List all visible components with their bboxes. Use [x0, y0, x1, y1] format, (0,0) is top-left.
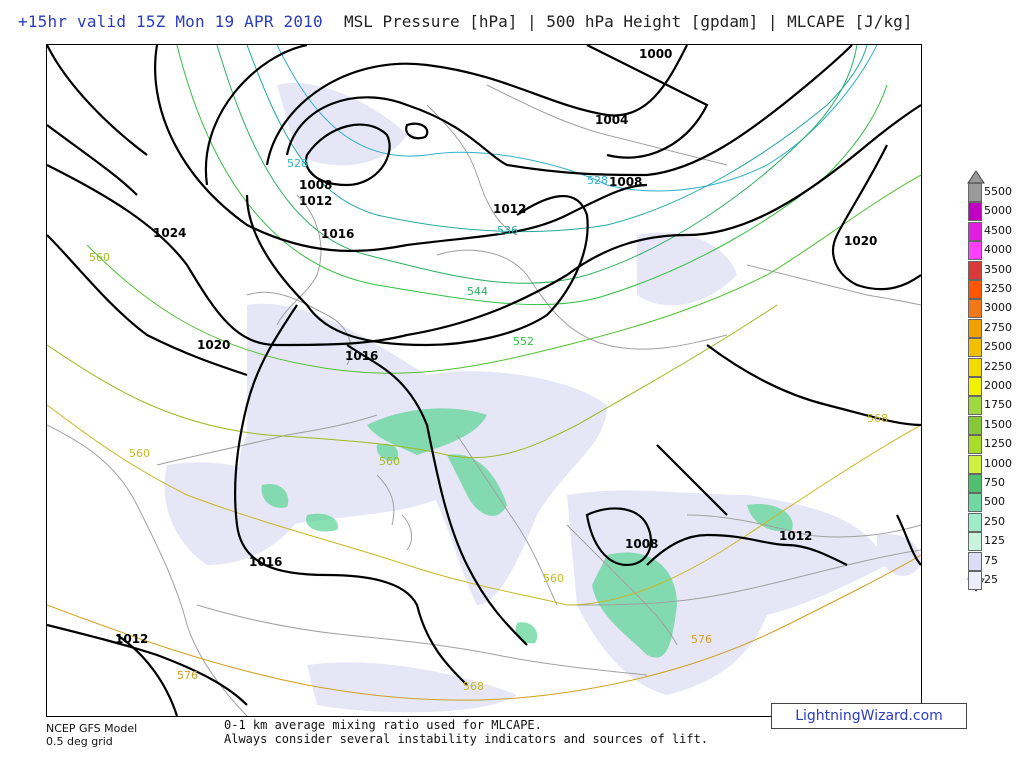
height-label: 560 — [379, 455, 400, 468]
scale-swatch — [968, 377, 982, 396]
cape-shading-high — [261, 408, 793, 658]
scale-swatch — [968, 299, 982, 319]
cape-note-line1: 0-1 km average mixing ratio used for MLC… — [224, 718, 542, 732]
scale-label: 5000 — [984, 204, 1012, 218]
scale-label: 250 — [984, 514, 1005, 528]
scale-swatch — [968, 183, 982, 202]
scale-swatch — [968, 338, 982, 358]
scale-swatch — [968, 435, 982, 455]
model-grid: 0.5 deg grid — [46, 735, 113, 748]
coastlines — [47, 84, 921, 716]
isobar-label: 1012 — [115, 632, 148, 646]
scale-swatch — [968, 454, 982, 474]
weather-map[interactable]: 1000 1004 1008 1008 1012 1012 1016 1016 … — [46, 44, 922, 717]
scale-swatch — [968, 241, 982, 261]
scale-swatch — [968, 221, 982, 241]
isobar-label: 1008 — [609, 175, 642, 189]
scale-swatch — [968, 551, 982, 571]
height-label: 552 — [513, 335, 534, 348]
isobar-label: 1004 — [595, 113, 628, 127]
scale-label: 2250 — [984, 359, 1012, 373]
scale-label: 75 — [984, 553, 998, 567]
scale-label: 3500 — [984, 262, 1012, 276]
model-name: NCEP GFS Model — [46, 722, 138, 735]
scale-label: 4500 — [984, 223, 1012, 237]
scale-label: 750 — [984, 476, 1005, 489]
scale-label: 5500 — [984, 185, 1012, 198]
scale-swatch — [968, 202, 982, 222]
valid-time-label: +15hr valid 15Z Mon 19 APR 2010 — [18, 12, 323, 31]
height-label: 568 — [867, 412, 888, 425]
height-contours — [47, 45, 921, 701]
isobar-label: 1008 — [625, 537, 658, 551]
scale-label: 1500 — [984, 417, 1012, 431]
height-label: 576 — [691, 633, 712, 646]
height-label: 544 — [467, 285, 488, 298]
isobar-label: 1024 — [153, 226, 186, 240]
height-label: 568 — [463, 680, 484, 693]
height-label: 560 — [543, 572, 564, 585]
scale-label: 2000 — [984, 379, 1012, 392]
scale-swatch — [968, 260, 982, 280]
scale-label: 2500 — [984, 340, 1012, 354]
model-info: NCEP GFS Model 0.5 deg grid — [46, 722, 137, 748]
isobar-label: 1016 — [345, 349, 378, 363]
scale-label: 500 — [984, 495, 1005, 509]
isobar-labels: 1000 1004 1008 1008 1012 1012 1016 1016 … — [115, 47, 877, 646]
isobar-label: 1020 — [197, 338, 230, 352]
height-label: 560 — [129, 447, 150, 460]
scale-swatch — [968, 512, 982, 532]
height-label: 536 — [497, 224, 518, 237]
cape-shading — [164, 83, 921, 713]
height-label: 560 — [89, 251, 110, 264]
scale-swatch — [968, 415, 982, 435]
scale-label: 25 — [984, 573, 998, 586]
cape-note-line2: Always consider several instability indi… — [224, 732, 709, 746]
brand-link[interactable]: LightningWizard.com — [771, 703, 967, 729]
scale-swatch — [968, 357, 982, 377]
isobar-label: 1012 — [779, 529, 812, 543]
cape-note: 0-1 km average mixing ratio used for MLC… — [224, 718, 708, 746]
scale-swatch — [968, 280, 982, 299]
isobar-label: 1012 — [493, 202, 526, 216]
scale-top-arrow-icon — [967, 170, 985, 184]
isobar-label: 1000 — [639, 47, 672, 61]
map-svg: 1000 1004 1008 1008 1012 1012 1016 1016 … — [47, 45, 921, 716]
isobar-label: 1016 — [249, 555, 282, 569]
height-label: 576 — [177, 669, 198, 682]
scale-swatch — [968, 396, 982, 416]
isobar-label: 1008 — [299, 178, 332, 192]
scale-swatch — [968, 532, 982, 552]
scale-swatch — [968, 318, 982, 338]
scale-swatch — [968, 571, 982, 590]
fields-title: MSL Pressure [hPa] | 500 hPa Height [gpd… — [344, 12, 913, 31]
height-label: 528 — [587, 174, 608, 187]
scale-label: 125 — [984, 534, 1005, 548]
isobar-label: 1016 — [175, 82, 208, 96]
isobars — [47, 45, 921, 716]
scale-label: 1250 — [984, 437, 1012, 451]
cape-color-scale: 5500 5000 4500 4000 3500 3250 3000 2750 2500 2250… — [962, 170, 1022, 600]
scale-label: 2750 — [984, 320, 1012, 334]
scale-label: 3250 — [984, 282, 1012, 295]
scale-swatch — [968, 493, 982, 513]
scale-label: 1000 — [984, 456, 1012, 470]
isobar-label: 1016 — [321, 227, 354, 241]
scale-label: 1750 — [984, 398, 1012, 412]
height-label: 528 — [287, 157, 308, 170]
height-labels: 528 528 536 544 552 560 560 560 568 568 … — [89, 157, 888, 693]
scale-label: 4000 — [984, 243, 1012, 257]
isobar-label: 1020 — [844, 234, 877, 248]
isobar-label: 1012 — [299, 194, 332, 208]
scale-label: 3000 — [984, 301, 1012, 315]
scale-swatch — [968, 474, 982, 493]
